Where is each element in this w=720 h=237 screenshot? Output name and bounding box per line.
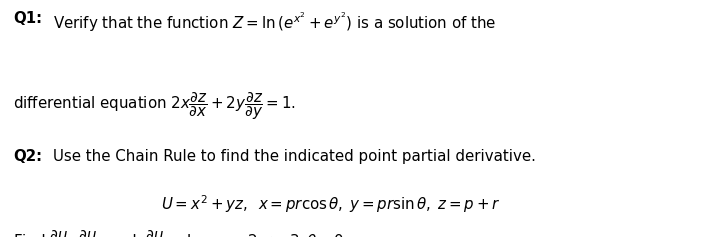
Text: differential equation $2x\dfrac{\partial z}{\partial x} + 2y\dfrac{\partial z}{\: differential equation $2x\dfrac{\partial… — [13, 90, 296, 122]
Text: Q2:: Q2: — [13, 149, 42, 164]
Text: $U = x^2 + yz,\;\; x = pr\cos\theta,\; y = pr\sin\theta,\; z = p+r$: $U = x^2 + yz,\;\; x = pr\cos\theta,\; y… — [161, 193, 501, 215]
Text: Verify that the function $Z = \ln\left(e^{x^2} + e^{y^2}\right)$ is a solution o: Verify that the function $Z = \ln\left(e… — [53, 11, 496, 34]
Text: Use the Chain Rule to find the indicated point partial derivative.: Use the Chain Rule to find the indicated… — [53, 149, 536, 164]
Text: Find $\dfrac{\partial u}{\partial p},\, \dfrac{\partial u}{\partial r}$  and  $\: Find $\dfrac{\partial u}{\partial p},\, … — [13, 228, 344, 237]
Text: Q1:: Q1: — [13, 11, 42, 26]
